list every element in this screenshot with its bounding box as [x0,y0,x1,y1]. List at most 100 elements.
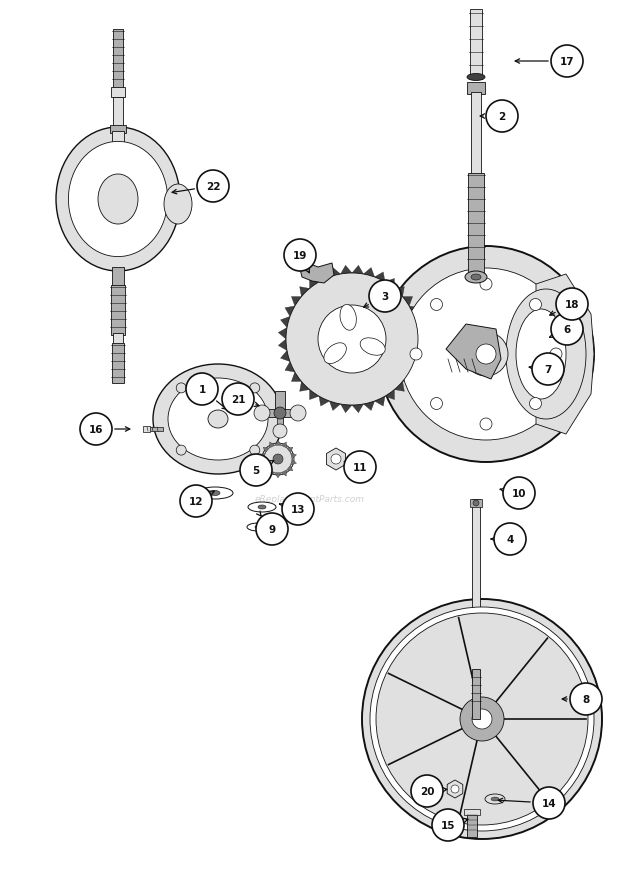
Bar [277,418,283,431]
Circle shape [80,414,112,445]
Ellipse shape [168,378,268,460]
Ellipse shape [340,306,356,331]
Text: 5: 5 [252,465,260,476]
Circle shape [533,787,565,819]
Circle shape [551,313,583,346]
Polygon shape [352,266,363,275]
Polygon shape [363,401,374,411]
Polygon shape [417,340,426,351]
Circle shape [290,406,306,421]
Circle shape [273,425,287,438]
Ellipse shape [255,526,261,529]
Ellipse shape [153,364,283,474]
Ellipse shape [471,275,481,281]
Circle shape [451,785,459,793]
Ellipse shape [506,290,586,420]
Circle shape [472,709,492,729]
Polygon shape [446,325,501,379]
Circle shape [222,384,254,415]
Circle shape [186,373,218,406]
Polygon shape [291,372,301,382]
Text: 3: 3 [381,291,389,302]
Circle shape [197,171,229,203]
Polygon shape [291,459,296,465]
Bar [467,83,485,95]
Text: 10: 10 [512,488,526,499]
Polygon shape [319,397,329,407]
Polygon shape [309,279,319,289]
Circle shape [464,333,508,377]
Bar [470,10,482,80]
Ellipse shape [98,175,138,225]
Circle shape [532,354,564,385]
Text: 16: 16 [89,425,104,435]
Bar [471,93,481,178]
Polygon shape [285,306,295,317]
Polygon shape [414,351,423,362]
Circle shape [551,46,583,78]
Circle shape [486,101,518,133]
Bar [258,409,302,418]
Circle shape [273,455,283,464]
Bar [464,810,480,815]
Bar [470,500,482,507]
Text: 19: 19 [293,251,307,261]
Ellipse shape [56,128,180,271]
Polygon shape [280,317,290,328]
Polygon shape [363,268,374,277]
Circle shape [274,407,286,420]
Text: 8: 8 [582,694,590,704]
Circle shape [369,281,401,313]
Text: eReplacementParts.com: eReplacementParts.com [255,495,365,504]
Text: 2: 2 [498,112,506,122]
Polygon shape [278,328,287,340]
Bar [467,811,477,837]
Circle shape [430,398,443,410]
Circle shape [250,384,260,393]
Polygon shape [260,453,265,459]
Polygon shape [263,465,269,471]
Circle shape [556,289,588,320]
Circle shape [410,349,422,361]
Circle shape [250,446,260,456]
Polygon shape [309,390,319,400]
Ellipse shape [210,491,220,496]
Polygon shape [536,275,594,435]
Text: 15: 15 [441,820,455,830]
Circle shape [331,455,341,464]
Polygon shape [352,405,363,414]
Polygon shape [275,441,281,446]
Text: 1: 1 [198,385,206,394]
Polygon shape [285,362,295,372]
Circle shape [176,446,186,456]
Bar [113,334,123,346]
Polygon shape [409,306,419,317]
Polygon shape [394,382,404,392]
Bar [472,500,480,680]
Polygon shape [281,471,286,477]
Bar [110,126,126,133]
Bar [112,132,124,162]
Circle shape [362,600,602,839]
Text: 12: 12 [188,496,203,507]
Circle shape [430,299,443,311]
Ellipse shape [360,338,385,356]
Bar [111,88,125,97]
Ellipse shape [197,487,233,500]
Circle shape [529,398,541,410]
Polygon shape [269,443,275,449]
Polygon shape [385,279,394,289]
Circle shape [460,697,504,741]
Circle shape [494,523,526,556]
Polygon shape [299,382,309,392]
Ellipse shape [164,184,192,225]
Polygon shape [280,351,290,362]
Polygon shape [409,362,419,372]
Circle shape [480,419,492,430]
Polygon shape [374,397,385,407]
Text: 21: 21 [231,394,246,405]
Polygon shape [269,471,275,477]
Circle shape [432,810,464,841]
Text: 6: 6 [564,325,570,335]
Bar [113,97,123,128]
